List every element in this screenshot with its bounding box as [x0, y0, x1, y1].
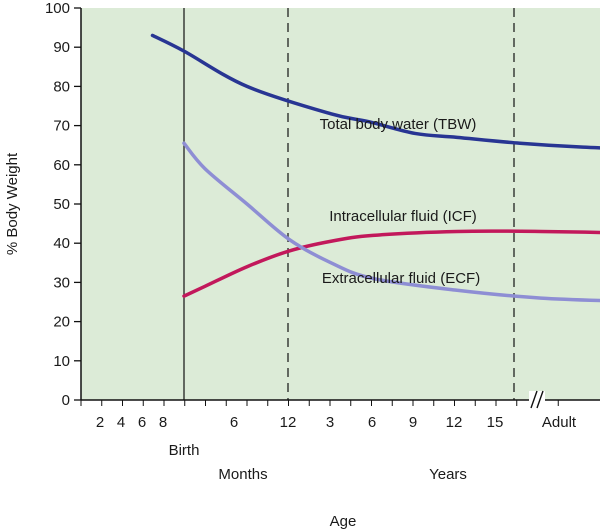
x-tick-label: 12	[446, 414, 463, 431]
series-line-tbw	[150, 33, 600, 150]
x-axis-ticks: 2 4 6 8 6 12 3 6 9 12 15 Adult	[80, 400, 577, 431]
y-tick-label: 90	[53, 39, 70, 56]
y-tick-label: 80	[53, 78, 70, 95]
series-label-tbw: Total body water (TBW)	[320, 116, 477, 133]
x-tick-label: Adult	[542, 414, 577, 431]
series-icf	[182, 229, 600, 298]
x-axis-label: Age	[330, 513, 357, 530]
y-tick-label: 30	[53, 274, 70, 291]
series-label-icf: Intracellular fluid (ICF)	[329, 208, 477, 225]
plot-area	[81, 8, 600, 400]
y-axis-ticks: 0 10 20 30 40 50 60 70 80 90 100	[45, 0, 81, 409]
y-tick-label: 50	[53, 196, 70, 213]
x-tick-label: 4	[117, 414, 125, 431]
x-tick-label: 3	[326, 414, 334, 431]
segment-label-birth: Birth	[169, 442, 200, 459]
x-tick-label: 6	[368, 414, 376, 431]
series-ecf	[182, 141, 600, 303]
axis-break-icon	[529, 390, 545, 409]
y-tick-label: 60	[53, 157, 70, 174]
x-tick-label: 15	[487, 414, 504, 431]
series-label-ecf: Extracellular fluid (ECF)	[322, 270, 480, 287]
segment-label-years: Years	[429, 466, 467, 483]
series-labels: Total body water (TBW) Intracellular flui…	[320, 116, 481, 287]
x-tick-label: 8	[159, 414, 167, 431]
series-tbw	[150, 33, 600, 150]
x-tick-label: 6	[230, 414, 238, 431]
segment-label-months: Months	[218, 466, 267, 483]
x-tick-label: 12	[280, 414, 297, 431]
x-tick-label: 2	[96, 414, 104, 431]
y-tick-label: 40	[53, 235, 70, 252]
series-layer	[150, 33, 600, 303]
series-line-ecf	[182, 141, 600, 303]
series-line-icf	[182, 229, 600, 298]
y-tick-label: 10	[53, 353, 70, 370]
x-tick-label: 6	[138, 414, 146, 431]
y-axis-label: % Body Weight	[4, 152, 21, 255]
y-tick-label: 100	[45, 0, 70, 17]
x-tick-label: 9	[409, 414, 417, 431]
y-tick-label: 70	[53, 118, 70, 135]
y-tick-label: 0	[62, 392, 70, 409]
y-tick-label: 20	[53, 314, 70, 331]
